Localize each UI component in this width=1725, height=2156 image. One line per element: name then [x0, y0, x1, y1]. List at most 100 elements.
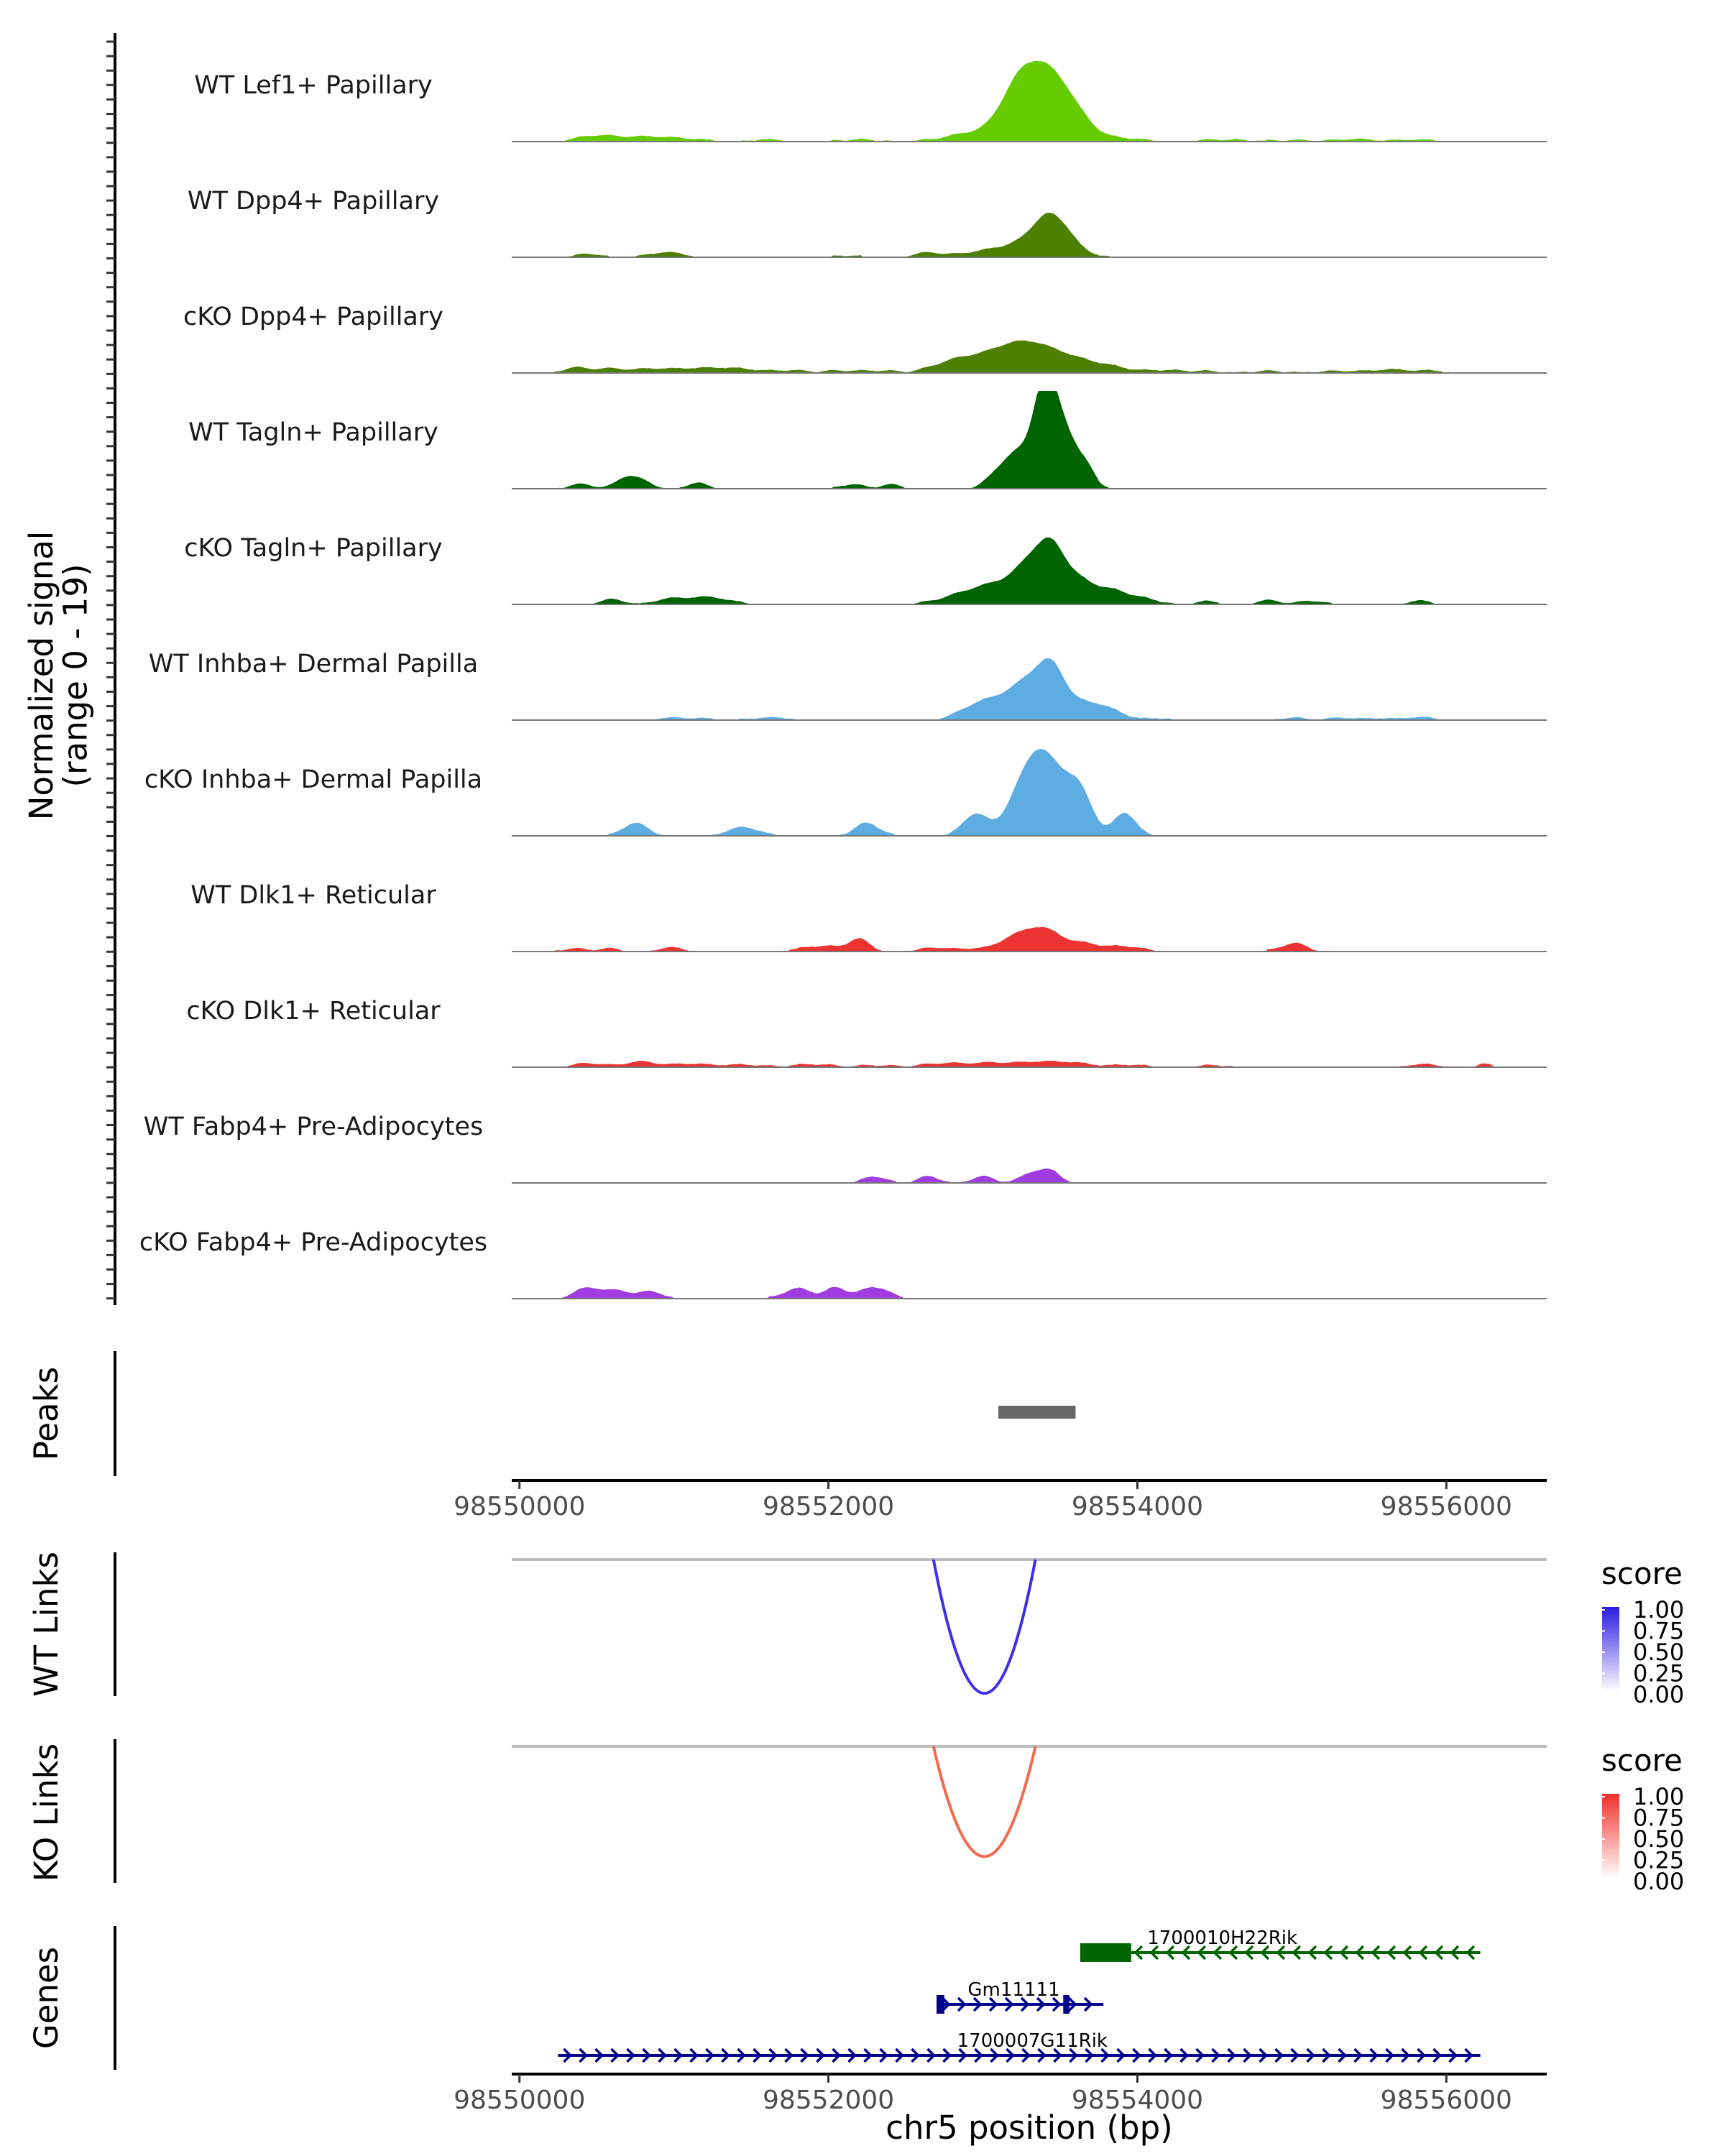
coverage-track-label: cKO Fabp4+ Pre-Adipocytes: [139, 1228, 487, 1257]
strand-chevron: [1274, 2047, 1284, 2063]
strand-chevron: [1037, 2047, 1046, 2063]
peak-regions: [998, 1406, 1076, 1419]
legend-tick-label: 0.00: [1633, 1681, 1684, 1708]
strand-chevron: [1148, 2047, 1157, 2063]
coverage-tracks: WT Lef1+ Papillary WT Dpp4+ Papillary cKO …: [139, 60, 1547, 1299]
strand-chevron: [1466, 1945, 1476, 1961]
strand-chevron: [1213, 1945, 1223, 1961]
strand-chevron: [1450, 1945, 1460, 1961]
ko-links-panel: KO Links score 1.000.750.500.250.00: [27, 1739, 1684, 1895]
strand-chevron: [768, 2047, 778, 2063]
strand-chevron: [972, 1996, 983, 2012]
legend-tick-label: 0.75: [1633, 1805, 1684, 1832]
strand-chevron: [1149, 1945, 1159, 1961]
strand-chevron: [1133, 1945, 1144, 1961]
strand-chevron: [1401, 2047, 1410, 2063]
strand-chevron: [658, 2047, 667, 2063]
strand-chevron: [988, 1996, 998, 2012]
gene-exon: [1063, 1995, 1070, 2014]
link-arc: [932, 1746, 1037, 1858]
strand-chevron: [1339, 1945, 1349, 1961]
coverage-track: cKO Dpp4+ Papillary: [183, 303, 1547, 374]
coverage-y-ticks: [106, 40, 115, 1300]
coverage-track-label: cKO Dpp4+ Papillary: [183, 303, 443, 331]
x-tick-label: 98554000: [1072, 2086, 1203, 2115]
legend-tick-label: 0.25: [1633, 1847, 1684, 1874]
coverage-track: WT Tagln+ Papillary: [188, 391, 1547, 489]
strand-chevron: [974, 2047, 983, 2063]
gene-name-label: Gm11111: [967, 1979, 1059, 2001]
strand-chevron: [1020, 1996, 1030, 2012]
strand-chevron: [1165, 1945, 1175, 1961]
strand-chevron: [737, 2047, 746, 2063]
legend-tick-label: 0.25: [1633, 1660, 1684, 1687]
strand-chevron: [941, 1996, 951, 2012]
coverage-area: [512, 927, 1547, 952]
strand-chevron: [1322, 2047, 1331, 2063]
coverage-track: WT Dlk1+ Reticular: [190, 881, 1547, 952]
strand-chevron: [1083, 1996, 1093, 2012]
strand-chevron: [1417, 2047, 1426, 2063]
strand-chevron: [1353, 2047, 1363, 2063]
strand-chevron: [1036, 1996, 1046, 2012]
legend-tick-label: 0.75: [1633, 1618, 1684, 1645]
strand-chevron: [1067, 1996, 1077, 2012]
strand-chevron: [1418, 1945, 1428, 1961]
strand-chevron: [990, 2047, 999, 2063]
strand-chevron: [1100, 2047, 1110, 2063]
legend-tick-label: 0.50: [1633, 1639, 1684, 1666]
strand-chevron: [705, 2047, 714, 2063]
legend-tick-label: 1.00: [1633, 1596, 1684, 1623]
strand-chevron: [863, 2047, 873, 2063]
legend-colorbar: [1602, 1794, 1619, 1879]
strand-chevron: [942, 2047, 952, 2063]
strand-chevron: [1290, 2047, 1300, 2063]
peaks-track-label: Peaks: [27, 1367, 65, 1460]
gene-model: 1700007G11Rik: [558, 2030, 1481, 2063]
strand-chevron: [1323, 1945, 1333, 1961]
x-tick-label: 98556000: [1381, 1492, 1512, 1521]
coverage-track: cKO Inhba+ Dermal Papilla: [144, 749, 1547, 837]
strand-chevron: [1338, 2047, 1347, 2063]
strand-chevron: [642, 2047, 651, 2063]
strand-chevron: [926, 2047, 936, 2063]
coverage-area: [512, 537, 1547, 604]
strand-chevron: [1306, 2047, 1315, 2063]
coverage-panel: Normalized signal(range 0 - 19) WT Lef1+…: [22, 33, 1547, 1305]
coverage-track-label: WT Dlk1+ Reticular: [190, 881, 436, 910]
coverage-track-label: cKO Dlk1+ Reticular: [186, 997, 441, 1026]
coverage-track: cKO Tagln+ Papillary: [184, 534, 1547, 605]
x-tick-label: 98554000: [1072, 1492, 1203, 1521]
gene-models: 1700010H22Rik Gm11111 1700007G11Rik: [558, 1927, 1481, 2063]
coverage-track-label: WT Tagln+ Papillary: [188, 418, 438, 447]
strand-chevron: [1227, 2047, 1236, 2063]
genes-panel: Genes 1700010H22RikGm111111700007G11Rik …: [27, 1926, 1547, 2147]
legend-colorbar: [1602, 1607, 1619, 1692]
coverage-track-label: WT Dpp4+ Papillary: [188, 187, 439, 216]
gene-name-label: 1700007G11Rik: [957, 2030, 1108, 2052]
x-tick-label: 98550000: [454, 1492, 585, 1521]
strand-chevron: [1243, 2047, 1252, 2063]
strand-chevron: [1211, 2047, 1220, 2063]
strand-chevron: [957, 1996, 967, 2012]
legend-tick-label: 1.00: [1633, 1783, 1684, 1810]
gene-model: Gm11111: [937, 1979, 1104, 2014]
strand-chevron: [1244, 1945, 1254, 1961]
coverage-area: [512, 1286, 1547, 1299]
strand-chevron: [1069, 2047, 1078, 2063]
coverage-y-axis-title: Normalized signal(range 0 - 19): [22, 531, 94, 821]
strand-chevron: [1053, 2047, 1062, 2063]
x-tick-label: 98552000: [763, 1492, 894, 1521]
strand-chevron: [1021, 2047, 1031, 2063]
gene-exon: [937, 1995, 944, 2014]
coverage-track: WT Inhba+ Dermal Papilla: [149, 650, 1547, 721]
strand-chevron: [1402, 1945, 1412, 1961]
strand-chevron: [816, 2047, 825, 2063]
strand-chevron: [610, 2047, 620, 2063]
strand-chevron: [847, 2047, 857, 2063]
genes-track-label: Genes: [27, 1947, 65, 2049]
strand-chevron: [1386, 1945, 1397, 1961]
strand-chevron: [1052, 1996, 1062, 2012]
x-tick-label: 98556000: [1381, 2086, 1512, 2115]
coverage-track: cKO Fabp4+ Pre-Adipocytes: [139, 1228, 1547, 1299]
